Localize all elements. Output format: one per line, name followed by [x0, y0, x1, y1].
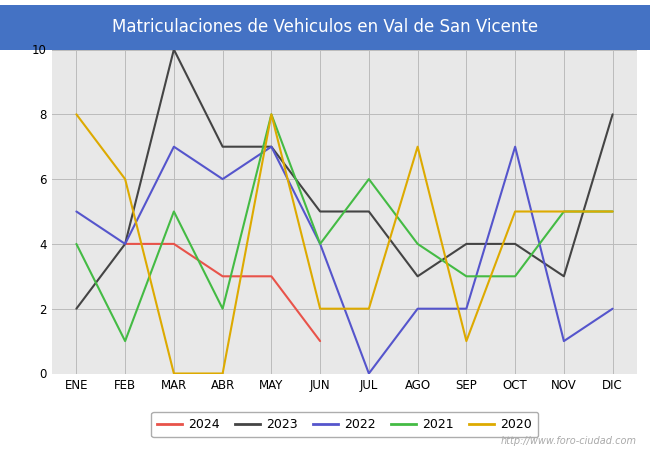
Text: http://www.foro-ciudad.com: http://www.foro-ciudad.com [501, 436, 637, 446]
Legend: 2024, 2023, 2022, 2021, 2020: 2024, 2023, 2022, 2021, 2020 [151, 412, 538, 437]
Text: Matriculaciones de Vehiculos en Val de San Vicente: Matriculaciones de Vehiculos en Val de S… [112, 18, 538, 36]
